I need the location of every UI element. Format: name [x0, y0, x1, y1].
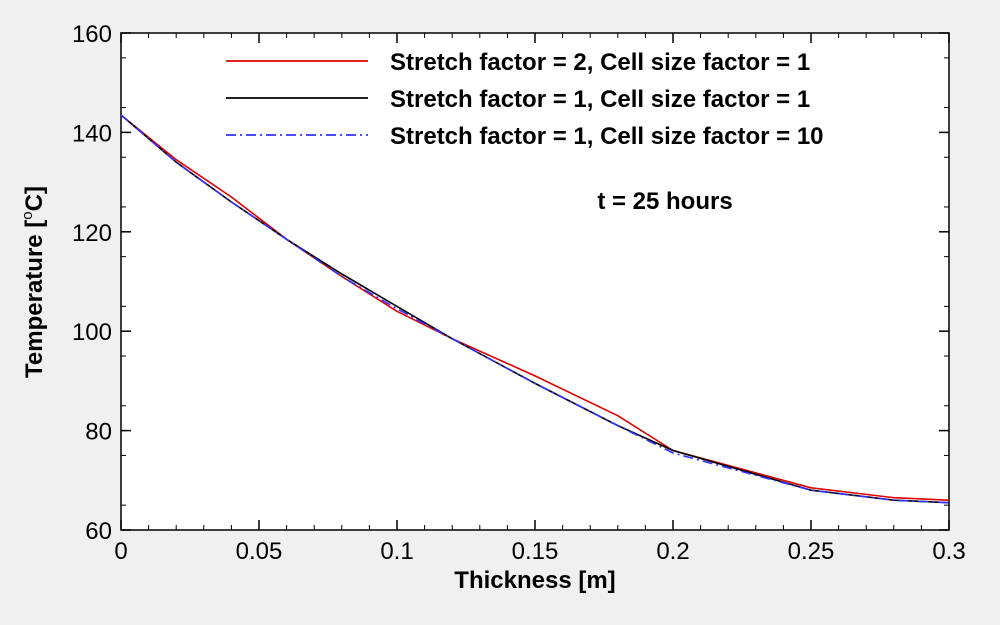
x-tick-label: 0.3 — [932, 538, 965, 565]
x-tick-label: 0.1 — [380, 538, 413, 565]
series-line-3 — [120, 114, 950, 504]
y-tick-label: 140 — [72, 120, 112, 147]
legend-label-3: Stretch factor = 1, Cell size factor = 1… — [390, 123, 824, 150]
x-tick-label: 0.05 — [236, 538, 283, 565]
plot-area — [120, 32, 950, 531]
y-tick-label: 60 — [85, 518, 112, 545]
time-annotation: t = 25 hours — [597, 188, 732, 215]
series-lines — [120, 114, 950, 504]
x-tick-label: 0 — [114, 538, 127, 565]
legend: Stretch factor = 2, Cell size factor = 1… — [226, 49, 824, 150]
degree-symbol: o — [19, 211, 36, 219]
x-axis-title: Thickness [m] — [454, 567, 615, 594]
x-tick-label: 0.2 — [656, 538, 689, 565]
legend-label-2: Stretch factor = 1, Cell size factor = 1 — [390, 86, 810, 113]
axis-tick-labels: 0 0.05 0.1 0.15 0.2 0.25 0.3 60 80 100 120 140 160 — [72, 21, 966, 565]
y-tick-label: 100 — [72, 319, 112, 346]
y-axis-title: Temperature [oC] — [19, 186, 48, 378]
y-tick-label: 80 — [85, 419, 112, 446]
legend-label-1: Stretch factor = 2, Cell size factor = 1 — [390, 49, 810, 76]
y-tick-label: 120 — [72, 220, 112, 247]
y-tick-label: 160 — [72, 21, 112, 48]
x-tick-label: 0.25 — [788, 538, 835, 565]
axis-ticks — [120, 32, 950, 531]
x-tick-label: 0.15 — [512, 538, 559, 565]
